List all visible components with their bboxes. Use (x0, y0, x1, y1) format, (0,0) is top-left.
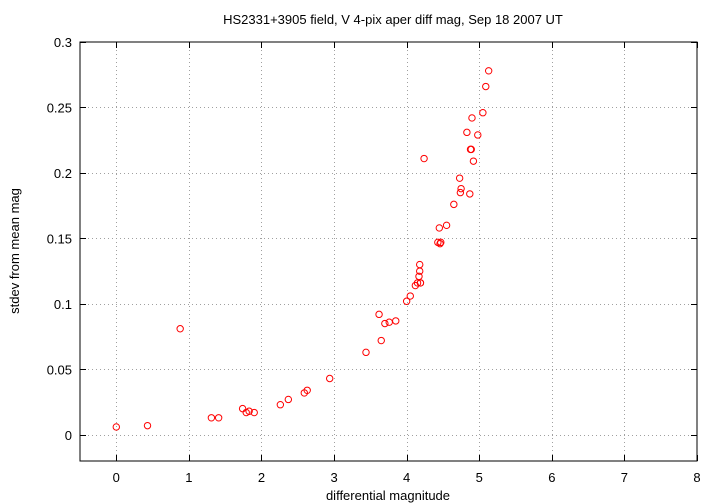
data-point (406, 292, 414, 300)
data-point (276, 400, 285, 409)
data-point (466, 190, 474, 198)
data-point (303, 386, 311, 394)
data-point (112, 423, 120, 431)
y-tick-label: 0.05 (47, 362, 72, 377)
grid-layer (80, 42, 697, 461)
data-point (457, 184, 465, 193)
data-point (375, 310, 383, 319)
data-point (468, 114, 476, 122)
data-point (474, 131, 482, 139)
data-point (284, 395, 293, 404)
plot-frame (79, 41, 698, 462)
x-tick-label: 8 (693, 470, 700, 485)
data-point (143, 421, 152, 430)
x-tick-label: 2 (258, 470, 265, 485)
y-axis-label: stdev from mean mag (7, 188, 22, 314)
data-point (326, 374, 334, 383)
data-point (469, 157, 478, 165)
data-point (385, 318, 393, 326)
data-point (207, 414, 216, 422)
data-point (238, 404, 247, 413)
data-point (362, 348, 370, 357)
x-tick-label: 5 (476, 470, 483, 485)
data-point (392, 317, 400, 325)
x-tick-label: 4 (403, 470, 410, 485)
y-tick-label: 0.2 (54, 166, 72, 181)
x-tick-label: 7 (621, 470, 628, 485)
x-tick-label: 6 (548, 470, 555, 485)
data-point (420, 154, 428, 163)
data-point (463, 128, 471, 137)
data-point (402, 297, 411, 305)
chart-title: HS2331+3905 field, V 4-pix aper diff mag… (223, 12, 563, 27)
data-point (484, 67, 493, 75)
data-point (482, 82, 490, 91)
y-tick-label: 0.3 (54, 35, 72, 50)
data-point (456, 188, 465, 197)
data-point (176, 325, 184, 333)
data-point (479, 109, 487, 117)
x-axis-label: differential magnitude (326, 488, 450, 503)
data-point (377, 336, 385, 345)
data-points (112, 67, 493, 431)
data-point (381, 319, 389, 328)
data-point (214, 414, 223, 422)
data-point (467, 145, 475, 154)
data-point (455, 174, 464, 182)
y-tick-label: 0.1 (54, 297, 72, 312)
x-tick-label: 0 (113, 470, 120, 485)
y-tick-label: 0.25 (47, 100, 72, 115)
data-point (437, 238, 445, 247)
x-tick-label: 3 (330, 470, 337, 485)
data-point (436, 239, 444, 248)
y-tick-label: 0.15 (47, 231, 72, 246)
data-point (250, 408, 258, 417)
y-tick-label: 0 (65, 428, 72, 443)
tick-layer: 0 1 2 3 4 5 6 7 8 0 0.05 0.1 0.15 0.2 0.25 0.3 (47, 35, 701, 485)
data-point (416, 279, 425, 287)
data-point (245, 407, 253, 415)
data-point (442, 221, 451, 230)
data-point (416, 260, 424, 269)
data-point (435, 224, 444, 232)
x-tick-label: 1 (185, 470, 192, 485)
data-point (450, 200, 458, 209)
